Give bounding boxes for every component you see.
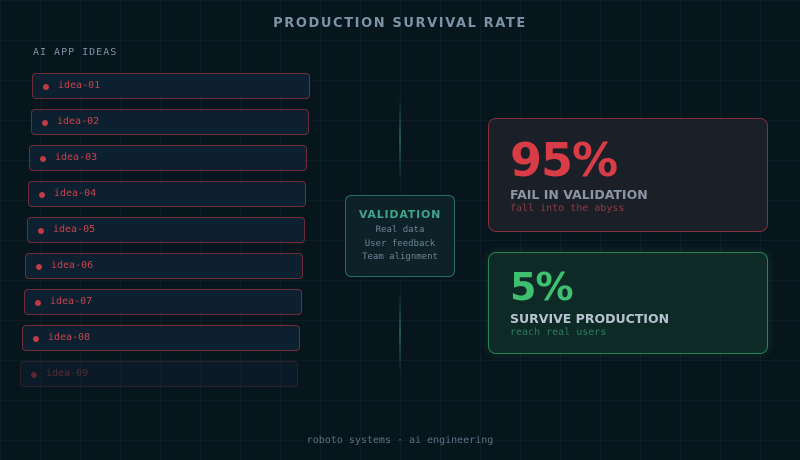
idea-item: idea-05 [27, 217, 305, 243]
survive-card: 5% SURVIVE PRODUCTION reach real users [488, 252, 768, 354]
idea-item: idea-06 [25, 253, 303, 279]
fail-subtext: fall into the abyss [510, 203, 625, 214]
fail-heading: FAIL IN VALIDATION [510, 187, 648, 202]
idea-label: idea-06 [51, 260, 94, 271]
idea-item: idea-09 [20, 361, 298, 387]
idea-dot-icon [43, 84, 49, 90]
ideas-list-label: AI APP IDEAS [33, 47, 118, 58]
fail-card: 95% FAIL IN VALIDATION fall into the aby… [488, 118, 768, 232]
idea-dot-icon [31, 372, 37, 378]
footer-credit: roboto systems · ai engineering [306, 435, 494, 446]
idea-item: idea-04 [28, 181, 306, 207]
idea-item: idea-08 [22, 325, 300, 351]
survive-subtext: reach real users [510, 327, 607, 338]
idea-dot-icon [40, 156, 46, 162]
idea-item: idea-01 [32, 73, 310, 99]
validation-item: User feedback [364, 238, 436, 249]
connector-line-top [399, 98, 401, 180]
validation-title: VALIDATION [358, 208, 442, 221]
idea-label: idea-01 [58, 80, 101, 91]
idea-label: idea-07 [50, 296, 93, 307]
survive-heading: SURVIVE PRODUCTION [510, 311, 670, 326]
idea-label: idea-08 [48, 332, 91, 343]
idea-label: idea-03 [55, 152, 98, 163]
idea-dot-icon [35, 300, 41, 306]
idea-dot-icon [36, 264, 42, 270]
idea-label: idea-09 [46, 368, 89, 379]
idea-item: idea-07 [24, 289, 302, 315]
page-title: PRODUCTION SURVIVAL RATE [273, 16, 527, 31]
validation-box: VALIDATION Real data User feedback Team … [345, 195, 455, 277]
idea-dot-icon [33, 336, 39, 342]
idea-dot-icon [38, 228, 44, 234]
idea-item: idea-03 [29, 145, 307, 171]
fail-percent: 95% [510, 133, 618, 187]
idea-dot-icon [39, 192, 45, 198]
idea-label: idea-05 [53, 224, 96, 235]
validation-item: Real data [375, 225, 425, 235]
idea-label: idea-04 [54, 188, 97, 199]
idea-dot-icon [42, 120, 48, 126]
validation-item: Team alignment [362, 252, 438, 262]
idea-item: idea-02 [31, 109, 309, 135]
idea-label: idea-02 [57, 116, 100, 127]
survive-percent: 5% [510, 265, 574, 309]
connector-line-bottom [399, 292, 401, 374]
